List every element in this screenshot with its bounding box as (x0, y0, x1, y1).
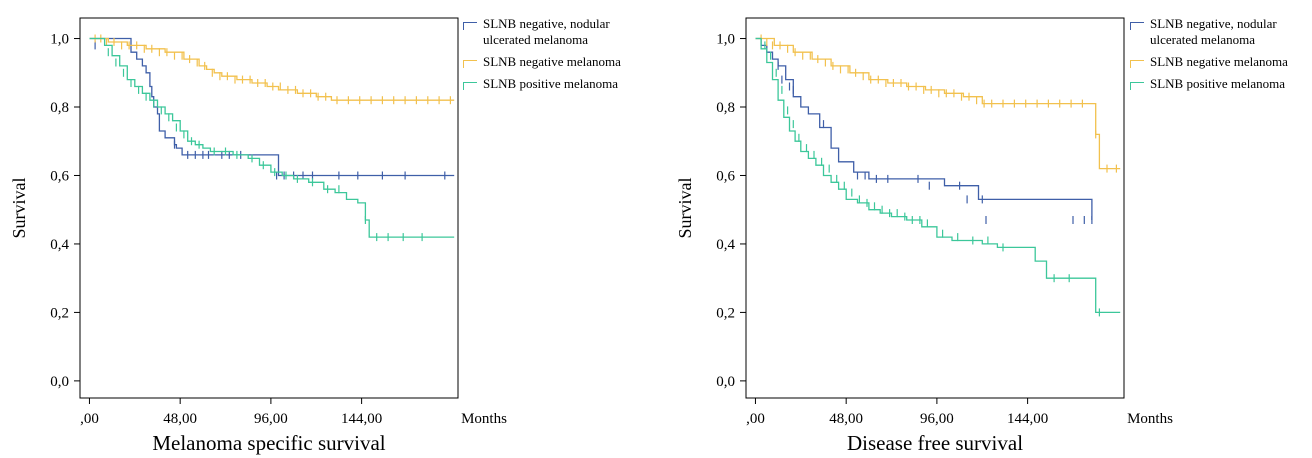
legend-item: SLNB positive melanoma (463, 76, 683, 92)
legend-item: SLNB negative, nodular ulcerated melanom… (463, 16, 653, 48)
x-axis-label: Months (461, 411, 507, 427)
legend-swatch (463, 82, 477, 90)
legend-label: SLNB positive melanoma (1150, 76, 1286, 91)
y-tick-label: 0,0 (50, 374, 69, 390)
legend-label: SLNB negative, nodular ulcerated melanom… (483, 16, 610, 47)
legend-swatch (1130, 60, 1144, 68)
y-tick-label: 1,0 (50, 32, 69, 48)
x-tick-label: 96,00 (254, 411, 288, 427)
x-tick-label: 144,00 (341, 411, 382, 427)
y-tick-label: 0,6 (50, 168, 69, 184)
legend-swatch (1130, 22, 1144, 30)
y-axis-label: Survival (675, 178, 695, 239)
legend-label: SLNB negative, nodular ulcerated melanom… (1150, 16, 1277, 47)
y-tick-label: 0,0 (716, 374, 735, 390)
legend-item: SLNB negative melanoma (463, 54, 683, 70)
x-axis-label: Months (1127, 411, 1173, 427)
y-tick-label: 0,8 (716, 100, 735, 116)
legend-swatch (463, 60, 477, 68)
x-tick-label: 48,00 (829, 411, 863, 427)
chart-legend: SLNB negative, nodular ulcerated melanom… (463, 16, 683, 98)
chart-panel-right: 0,0 0,2 0,4 0,6 0,8 1,0 ,00 48,00 96,00 144,00 Mon… (656, 0, 1312, 458)
chart-svg: 0,0 0,2 0,4 0,6 0,8 1,0 ,00 48,00 96,00 144,00 Mon… (9, 17, 507, 455)
series-line-1 (89, 37, 455, 177)
series-line-2 (755, 37, 1121, 170)
legend-item: SLNB negative, nodular ulcerated melanom… (1130, 16, 1312, 48)
legend-swatch (1130, 82, 1144, 90)
y-tick-label: 0,2 (716, 305, 735, 321)
x-tick-label: ,00 (746, 411, 765, 427)
y-tick-label: 1,0 (716, 32, 735, 48)
chart-svg: 0,0 0,2 0,4 0,6 0,8 1,0 ,00 48,00 96,00 144,00 Mon… (675, 17, 1173, 455)
y-tick-label: 0,4 (716, 237, 735, 253)
series-line-1 (755, 37, 1093, 220)
y-tick-label: 0,6 (716, 168, 735, 184)
legend-label: SLNB positive melanoma (483, 76, 619, 91)
series-line-3 (755, 37, 1121, 314)
legend-label: SLNB negative melanoma (1150, 54, 1288, 69)
y-tick-label: 0,4 (50, 237, 69, 253)
y-axis-label: Survival (9, 178, 29, 239)
plot-frame (79, 17, 459, 399)
chart-title: Melanoma specific survival (152, 431, 385, 455)
chart-panel-left: 0,0 0,2 0,4 0,6 0,8 1,0 ,00 48,00 96,00 144,00 Mon… (9, 16, 621, 455)
chart-legend: SLNB negative, nodular ulcerated melanom… (1130, 16, 1312, 98)
y-tick-label: 0,8 (50, 100, 69, 116)
legend-swatch (463, 22, 477, 30)
y-tick-label: 0,2 (50, 305, 69, 321)
plot-frame (745, 17, 1125, 399)
x-tick-label: 48,00 (163, 411, 197, 427)
chart-title: Disease free survival (847, 431, 1023, 455)
legend-item: SLNB positive melanoma (1130, 76, 1312, 92)
legend-label: SLNB negative melanoma (483, 54, 621, 69)
series-line-2 (89, 37, 455, 101)
x-tick-label: ,00 (80, 411, 99, 427)
legend-item: SLNB negative melanoma (1130, 54, 1312, 70)
x-tick-label: 144,00 (1007, 411, 1048, 427)
series-line-3 (89, 37, 455, 238)
x-tick-label: 96,00 (920, 411, 954, 427)
